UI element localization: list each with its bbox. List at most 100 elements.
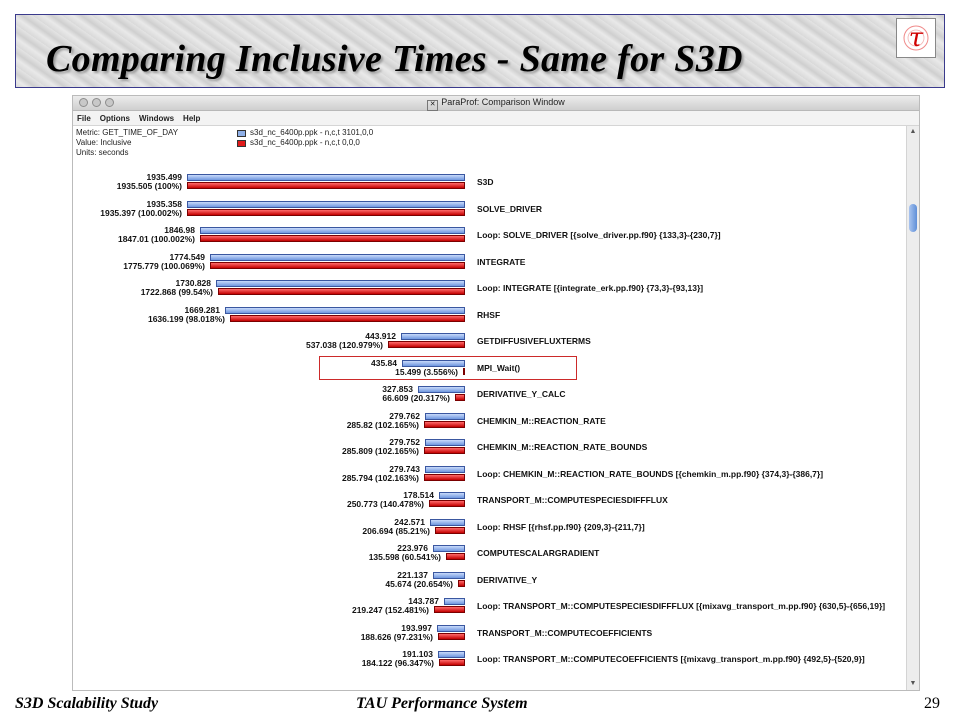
function-name[interactable]: COMPUTESCALARGRADIENT <box>477 548 600 558</box>
bar-series-b[interactable] <box>187 208 465 216</box>
bar-series-b[interactable] <box>463 367 465 375</box>
bar-series-a[interactable] <box>433 571 465 579</box>
function-name[interactable]: MPI_Wait() <box>477 362 521 373</box>
comparison-row[interactable]: 327.853 66.609 (20.317%) DERIVATIVE_Y_CALC <box>73 383 905 410</box>
value-label-a: 279.743 <box>389 463 420 474</box>
bar-series-a[interactable] <box>200 227 465 234</box>
function-name[interactable]: GETDIFFUSIVEFLUXTERMS <box>477 336 591 346</box>
value-label-a: 443.912 <box>365 331 396 341</box>
menu-file[interactable]: File <box>77 113 91 123</box>
function-name[interactable]: Loop: INTEGRATE [{integrate_erk.pp.f90} … <box>477 283 704 293</box>
bar-series-b[interactable] <box>200 235 465 242</box>
bar-series-a[interactable] <box>425 412 465 420</box>
bar-series-b[interactable] <box>230 314 465 322</box>
minimize-window-button[interactable] <box>92 98 101 107</box>
bar-series-a[interactable] <box>187 174 465 181</box>
value-label-b: 66.609 (20.317%) <box>382 393 450 403</box>
menu-options[interactable]: Options <box>99 113 130 123</box>
bar-series-a[interactable] <box>225 306 465 314</box>
comparison-row[interactable]: 1935.358 1935.397 (100.002%) SOLVE_DRIVER <box>73 198 905 225</box>
bar-series-b[interactable] <box>218 288 465 295</box>
value-label-b: 15.499 (3.556%) <box>395 366 458 377</box>
bar-series-b[interactable] <box>424 473 465 481</box>
bar-series-a[interactable] <box>437 624 465 632</box>
bar-series-b[interactable] <box>455 394 465 401</box>
function-name[interactable]: SOLVE_DRIVER <box>477 203 543 214</box>
bar-series-a[interactable] <box>418 386 465 393</box>
footer-left: S3D Scalability Study <box>15 695 159 712</box>
bar-series-a[interactable] <box>425 439 465 446</box>
legend-label-b: s3d_nc_6400p.ppk - n,c,t 0,0,0 <box>250 138 360 147</box>
comparison-row[interactable]: 1774.549 1775.779 (100.069%) INTEGRATE <box>73 251 905 278</box>
menu-windows[interactable]: Windows <box>139 113 175 123</box>
bar-series-a[interactable] <box>433 545 465 552</box>
comparison-row[interactable]: 193.997 188.626 (97.231%) TRANSPORT_M::COM… <box>73 622 905 649</box>
bar-series-b[interactable] <box>434 606 465 613</box>
bar-series-a[interactable] <box>210 253 465 261</box>
comparison-row[interactable]: 242.571 206.694 (85.21%) Loop: RHSF [{rhsf… <box>73 516 905 543</box>
bar-series-b[interactable] <box>429 500 465 507</box>
bar-series-a[interactable] <box>401 333 465 340</box>
value-label-b: 219.247 (152.481%) <box>351 605 429 615</box>
function-name[interactable]: Loop: RHSF [{rhsf.pp.f90} {209,3}-{211,7… <box>477 521 645 532</box>
zoom-window-button[interactable] <box>105 98 114 107</box>
function-name[interactable]: DERIVATIVE_Y_CALC <box>477 389 566 399</box>
function-name[interactable]: TRANSPORT_M::COMPUTESPECIESDIFFFLUX <box>477 495 668 505</box>
vertical-scrollbar[interactable]: ▲ ▼ <box>906 126 919 690</box>
function-name[interactable]: Loop: TRANSPORT_M::COMPUTESPECIESDIFFFLU… <box>477 601 886 611</box>
bar-series-a[interactable] <box>402 359 465 367</box>
comparison-row[interactable]: 279.752 285.809 (102.165%) CHEMKIN_M::REAC… <box>73 436 905 463</box>
menu-help[interactable]: Help <box>183 113 201 123</box>
comparison-row[interactable]: 435.84 15.499 (3.556%) MPI_Wait() <box>73 355 905 384</box>
function-name[interactable]: RHSF <box>477 309 501 320</box>
function-name[interactable]: DERIVATIVE_Y <box>477 574 538 585</box>
comparison-row[interactable]: 1935.499 1935.505 (100%) S3D <box>73 171 905 198</box>
bar-series-b[interactable] <box>424 447 465 454</box>
value-label-a: 1669.281 <box>184 304 220 315</box>
function-name[interactable]: Loop: TRANSPORT_M::COMPUTECOEFFICIENTS [… <box>477 654 865 664</box>
function-name[interactable]: TRANSPORT_M::COMPUTECOEFFICIENTS <box>477 627 653 638</box>
comparison-row[interactable]: 221.137 45.674 (20.654%) DERIVATIVE_Y <box>73 569 905 596</box>
function-name[interactable]: CHEMKIN_M::REACTION_RATE <box>477 415 606 426</box>
close-window-button[interactable] <box>79 98 88 107</box>
bar-series-a[interactable] <box>430 518 465 526</box>
scroll-down-arrow-icon[interactable]: ▼ <box>909 680 917 687</box>
bar-series-b[interactable] <box>439 659 465 666</box>
function-name[interactable]: INTEGRATE <box>477 256 526 267</box>
bar-series-a[interactable] <box>425 465 465 473</box>
bar-series-b[interactable] <box>210 261 465 269</box>
bar-series-b[interactable] <box>388 341 465 348</box>
scrollbar-thumb[interactable] <box>909 204 917 232</box>
tau-logo: τ <box>896 18 936 58</box>
function-name[interactable]: Loop: SOLVE_DRIVER [{solve_driver.pp.f90… <box>477 230 721 240</box>
scroll-up-arrow-icon[interactable]: ▲ <box>909 128 917 135</box>
comparison-row[interactable]: 1846.98 1847.01 (100.002%) Loop: SOLVE_DRI… <box>73 224 905 251</box>
function-name[interactable]: CHEMKIN_M::REACTION_RATE_BOUNDS <box>477 442 648 452</box>
bar-series-a[interactable] <box>216 280 465 287</box>
comparison-row[interactable]: 279.762 285.82 (102.165%) CHEMKIN_M::REACT… <box>73 410 905 437</box>
bar-series-a[interactable] <box>444 598 465 605</box>
value-label-a: 327.853 <box>382 384 413 394</box>
bar-series-b[interactable] <box>187 182 465 189</box>
comparison-row[interactable]: 443.912 537.038 (120.979%) GETDIFFUSIVEFLU… <box>73 330 905 357</box>
bar-series-a[interactable] <box>187 200 465 208</box>
function-name[interactable]: S3D <box>477 177 494 187</box>
comparison-row[interactable]: 223.976 135.598 (60.541%) COMPUTESCALARGRA… <box>73 542 905 569</box>
comparison-row[interactable]: 1730.828 1722.868 (99.54%) Loop: INTEGRATE… <box>73 277 905 304</box>
comparison-row[interactable]: 178.514 250.773 (140.478%) TRANSPORT_M::CO… <box>73 489 905 516</box>
bar-series-a[interactable] <box>439 492 465 499</box>
function-name[interactable]: Loop: CHEMKIN_M::REACTION_RATE_BOUNDS [{… <box>477 468 824 479</box>
comparison-row[interactable]: 191.103 184.122 (96.347%) Loop: TRANSPORT_… <box>73 648 905 675</box>
value-label-b: 135.598 (60.541%) <box>368 552 441 562</box>
bar-series-b[interactable] <box>438 632 465 640</box>
bar-series-b[interactable] <box>435 526 465 534</box>
window-titlebar[interactable]: ✕ ParaProf: Comparison Window <box>73 96 919 111</box>
bar-series-a[interactable] <box>438 651 465 658</box>
bar-series-b[interactable] <box>424 420 465 428</box>
bar-series-b[interactable] <box>458 579 465 587</box>
bar-series-b[interactable] <box>446 553 465 560</box>
comparison-row[interactable]: 1669.281 1636.199 (98.018%) RHSF <box>73 304 905 331</box>
comparison-row[interactable]: 143.787 219.247 (152.481%) Loop: TRANSPORT… <box>73 595 905 622</box>
comparison-row[interactable]: 279.743 285.794 (102.163%) Loop: CHEMKIN_M… <box>73 463 905 490</box>
comparison-panel: Metric: GET_TIME_OF_DAY Value: Inclusive… <box>73 126 919 690</box>
